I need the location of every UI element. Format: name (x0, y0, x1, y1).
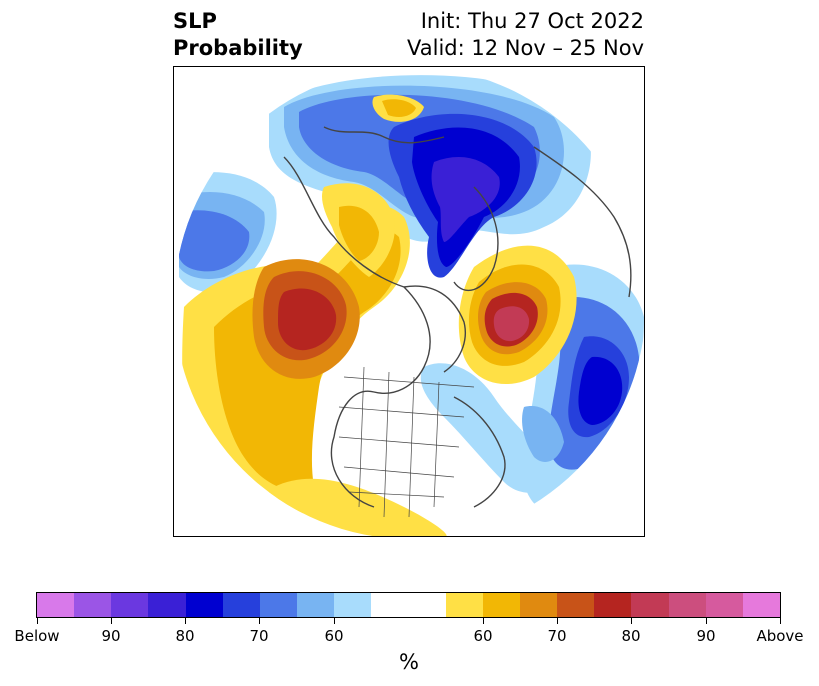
colorbar-swatch (520, 593, 558, 617)
colorbar-swatch (631, 593, 669, 617)
colorbar-swatch (482, 593, 521, 617)
colorbar-unit: % (399, 650, 419, 674)
above-normal-region-mid (321, 183, 395, 277)
valid-range: Valid: 12 Nov – 25 Nov (407, 36, 644, 60)
colorbar-label-above-70: 70 (547, 627, 567, 645)
title-line-2: Probability (173, 36, 303, 60)
colorbar-tick (259, 618, 260, 624)
above-normal-region-east (458, 245, 577, 385)
state-borders (338, 366, 475, 518)
colorbar-label-below-90: 90 (101, 627, 121, 645)
colorbar-label-below-60: 60 (324, 627, 344, 645)
below-normal-region-atlantic (179, 172, 277, 293)
colorbar-tick (37, 618, 38, 624)
colorbar-swatch-neutral (371, 593, 446, 617)
colorbar-swatch (334, 593, 372, 617)
title-line-1: SLP (173, 9, 217, 33)
colorbar-label-below-80: 80 (175, 627, 195, 645)
colorbar-swatch (222, 593, 260, 617)
colorbar-label-above-60: 60 (473, 627, 493, 645)
colorbar-tick (706, 618, 707, 624)
colorbar-swatch (74, 593, 112, 617)
colorbar-tick (111, 618, 112, 624)
colorbar-swatch (185, 593, 223, 617)
colorbar (36, 592, 781, 618)
colorbar-label-above-90: 90 (696, 627, 716, 645)
below-normal-region-north (269, 75, 591, 278)
coastlines (283, 126, 632, 508)
colorbar-tick (631, 618, 632, 624)
colorbar-swatch (297, 593, 335, 617)
map-canvas (174, 67, 644, 536)
colorbar-swatch (37, 593, 75, 617)
colorbar-tick (185, 618, 186, 624)
colorbar-swatch (705, 593, 743, 617)
colorbar-swatch (668, 593, 706, 617)
colorbar-tick (334, 618, 335, 624)
above-normal-region-west (182, 206, 410, 527)
init-date: Init: Thu 27 Oct 2022 (420, 9, 644, 33)
colorbar-swatch (557, 593, 595, 617)
colorbar-swatch (742, 593, 781, 617)
probability-map (173, 66, 645, 537)
colorbar-swatch (259, 593, 298, 617)
colorbar-label-above-80: 80 (621, 627, 641, 645)
below-normal-region-canada (420, 363, 564, 493)
colorbar-swatch (445, 593, 483, 617)
colorbar-label-below: Below (14, 627, 60, 645)
probability-fields (174, 67, 644, 536)
colorbar-swatch (148, 593, 186, 617)
colorbar-swatch (594, 593, 632, 617)
colorbar-label-below-70: 70 (249, 627, 269, 645)
colorbar-label-above: Above (756, 627, 804, 645)
colorbar-tick (557, 618, 558, 624)
colorbar-tick (780, 618, 781, 624)
colorbar-swatch (111, 593, 149, 617)
colorbar-tick (483, 618, 484, 624)
chart-title: SLP Probability (173, 8, 303, 62)
forecast-dates: Init: Thu 27 Oct 2022 Valid: 12 Nov – 25… (407, 8, 644, 62)
